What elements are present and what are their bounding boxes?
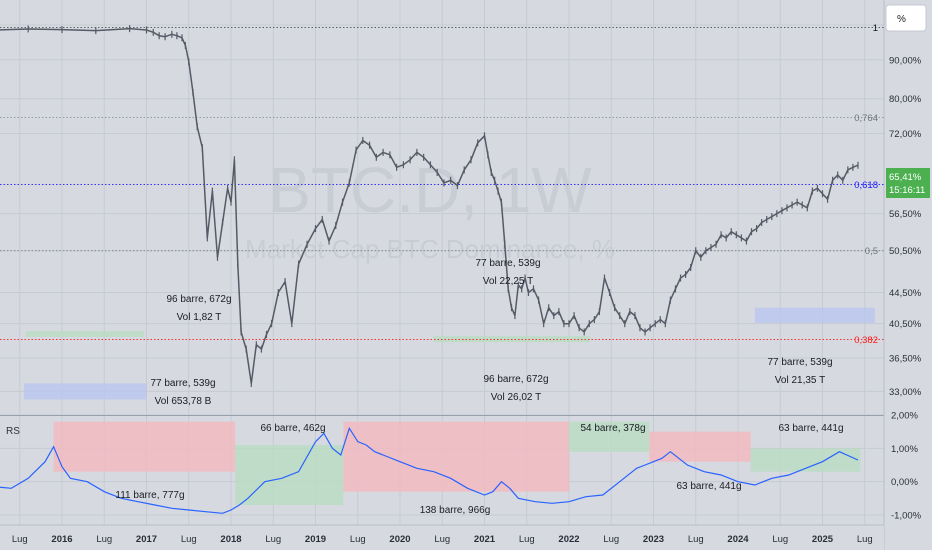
measure-label: 96 barre, 672g [166,294,231,305]
rs-measure-label: 138 barre, 966g [420,505,491,516]
rs-measure-label: 63 barre, 441g [778,423,843,434]
main-zones [23,307,875,400]
rs-measure-label: 63 barre, 441g [676,481,741,492]
measure-label: Vol 653,78 B [155,396,212,407]
x-tick-label: Lug [96,534,112,545]
green-zone [750,448,861,472]
price-badge-countdown: 15:16:11 [889,185,925,196]
x-tick-label: 2022 [558,534,579,545]
rs-y-tick-label: 2,00% [891,411,918,422]
x-tick-label: 2021 [474,534,496,545]
fib-label-0-5: 0,5 [865,246,878,257]
rs-series [0,426,859,514]
price-badge-box [886,168,930,198]
rs-line [0,426,859,514]
x-tick-label: Lug [350,534,366,545]
rs-y-tick-label: 0,00% [891,477,918,488]
measure-label: 77 barre, 539g [475,258,540,269]
x-axis[interactable]: Lug 2016 Lug 2017 Lug 2018 Lug 2019 Lug 2020 Lug 20… [0,524,884,550]
x-tick-label: Lug [857,534,873,545]
fib-label-1: 1 [873,23,878,34]
x-tick-label: Lug [772,534,788,545]
unit-button[interactable]: % [885,4,927,32]
measure-label: 77 barre, 539g [150,378,215,389]
x-tick-label: Lug [519,534,535,545]
measure-label: Vol 22,25 T [483,276,533,287]
rs-pane-title: RS [6,426,20,437]
x-tick-label: 2025 [812,534,834,545]
x-tick-label: 2019 [305,534,326,545]
x-tick-label: 2018 [220,534,241,545]
rs-measure-label: 54 barre, 378g [580,423,645,434]
y-tick-label: 44,50% [889,288,922,299]
rs-zones [53,421,861,505]
x-axis-background [0,525,884,550]
unit-button-box[interactable] [885,4,927,32]
x-tick-label: Lug [434,534,450,545]
measure-zone [25,331,144,337]
fib-label-0-618: 0,618 [854,180,878,191]
watermark-description: Market Cap BTC Dominance, % [245,234,615,264]
y-tick-label: 36,50% [889,354,922,365]
x-tick-label: Lug [12,534,28,545]
red-zone [649,431,751,462]
red-zone [53,421,236,472]
fib-label-0-382: 0,382 [854,335,878,346]
main-annotations: 96 barre, 672g Vol 1,82 T 77 barre, 539g Vo… [150,258,832,407]
rs-y-tick-label: -1,00% [891,511,922,522]
rs-measure-label: 66 barre, 462g [260,423,325,434]
measure-zone [433,336,591,343]
rs-annotations: 111 barre, 777g 66 barre, 462g 138 barre, … [115,423,843,516]
x-tick-label: 2024 [727,534,749,545]
green-zone [569,421,650,452]
x-tick-label: Lug [603,534,619,545]
unit-button-label[interactable]: % [897,14,906,25]
y-tick-label: 33,00% [889,387,922,398]
fibonacci-levels: 1 0,764 0,618 0,5 0,382 [0,23,884,346]
fib-label-0-764: 0,764 [854,113,878,124]
x-tick-label: Lug [181,534,197,545]
price-series [0,25,859,387]
y-tick-label: 50,50% [889,246,922,257]
rs-y-tick-label: 1,00% [891,444,918,455]
y-tick-label: 40,50% [889,319,922,330]
x-tick-label: 2023 [643,534,664,545]
measure-label: 96 barre, 672g [483,374,548,385]
measure-label: Vol 1,82 T [177,312,222,323]
x-tick-label: 2016 [51,534,72,545]
price-badge: 65,41% 15:16:11 [886,168,930,198]
red-zone [343,421,569,492]
x-tick-label: 2017 [136,534,157,545]
watermark: BTC.D, 1W Market Cap BTC Dominance, % [245,154,615,264]
x-tick-label: 2020 [389,534,410,545]
y-tick-label: 90,00% [889,55,922,66]
price-badge-value: 65,41% [889,172,922,183]
measure-zone [23,383,147,400]
rs-measure-label: 111 barre, 777g [115,490,184,501]
measure-label: Vol 26,02 T [491,392,541,403]
measure-label: 77 barre, 539g [767,357,832,368]
y-tick-label: 72,00% [889,129,922,140]
measure-label: Vol 21,35 T [775,375,825,386]
measure-zone [754,307,875,323]
x-tick-label: Lug [688,534,704,545]
y-tick-label: 56,50% [889,209,922,220]
x-tick-label: Lug [265,534,281,545]
y-tick-label: 80,00% [889,94,922,105]
